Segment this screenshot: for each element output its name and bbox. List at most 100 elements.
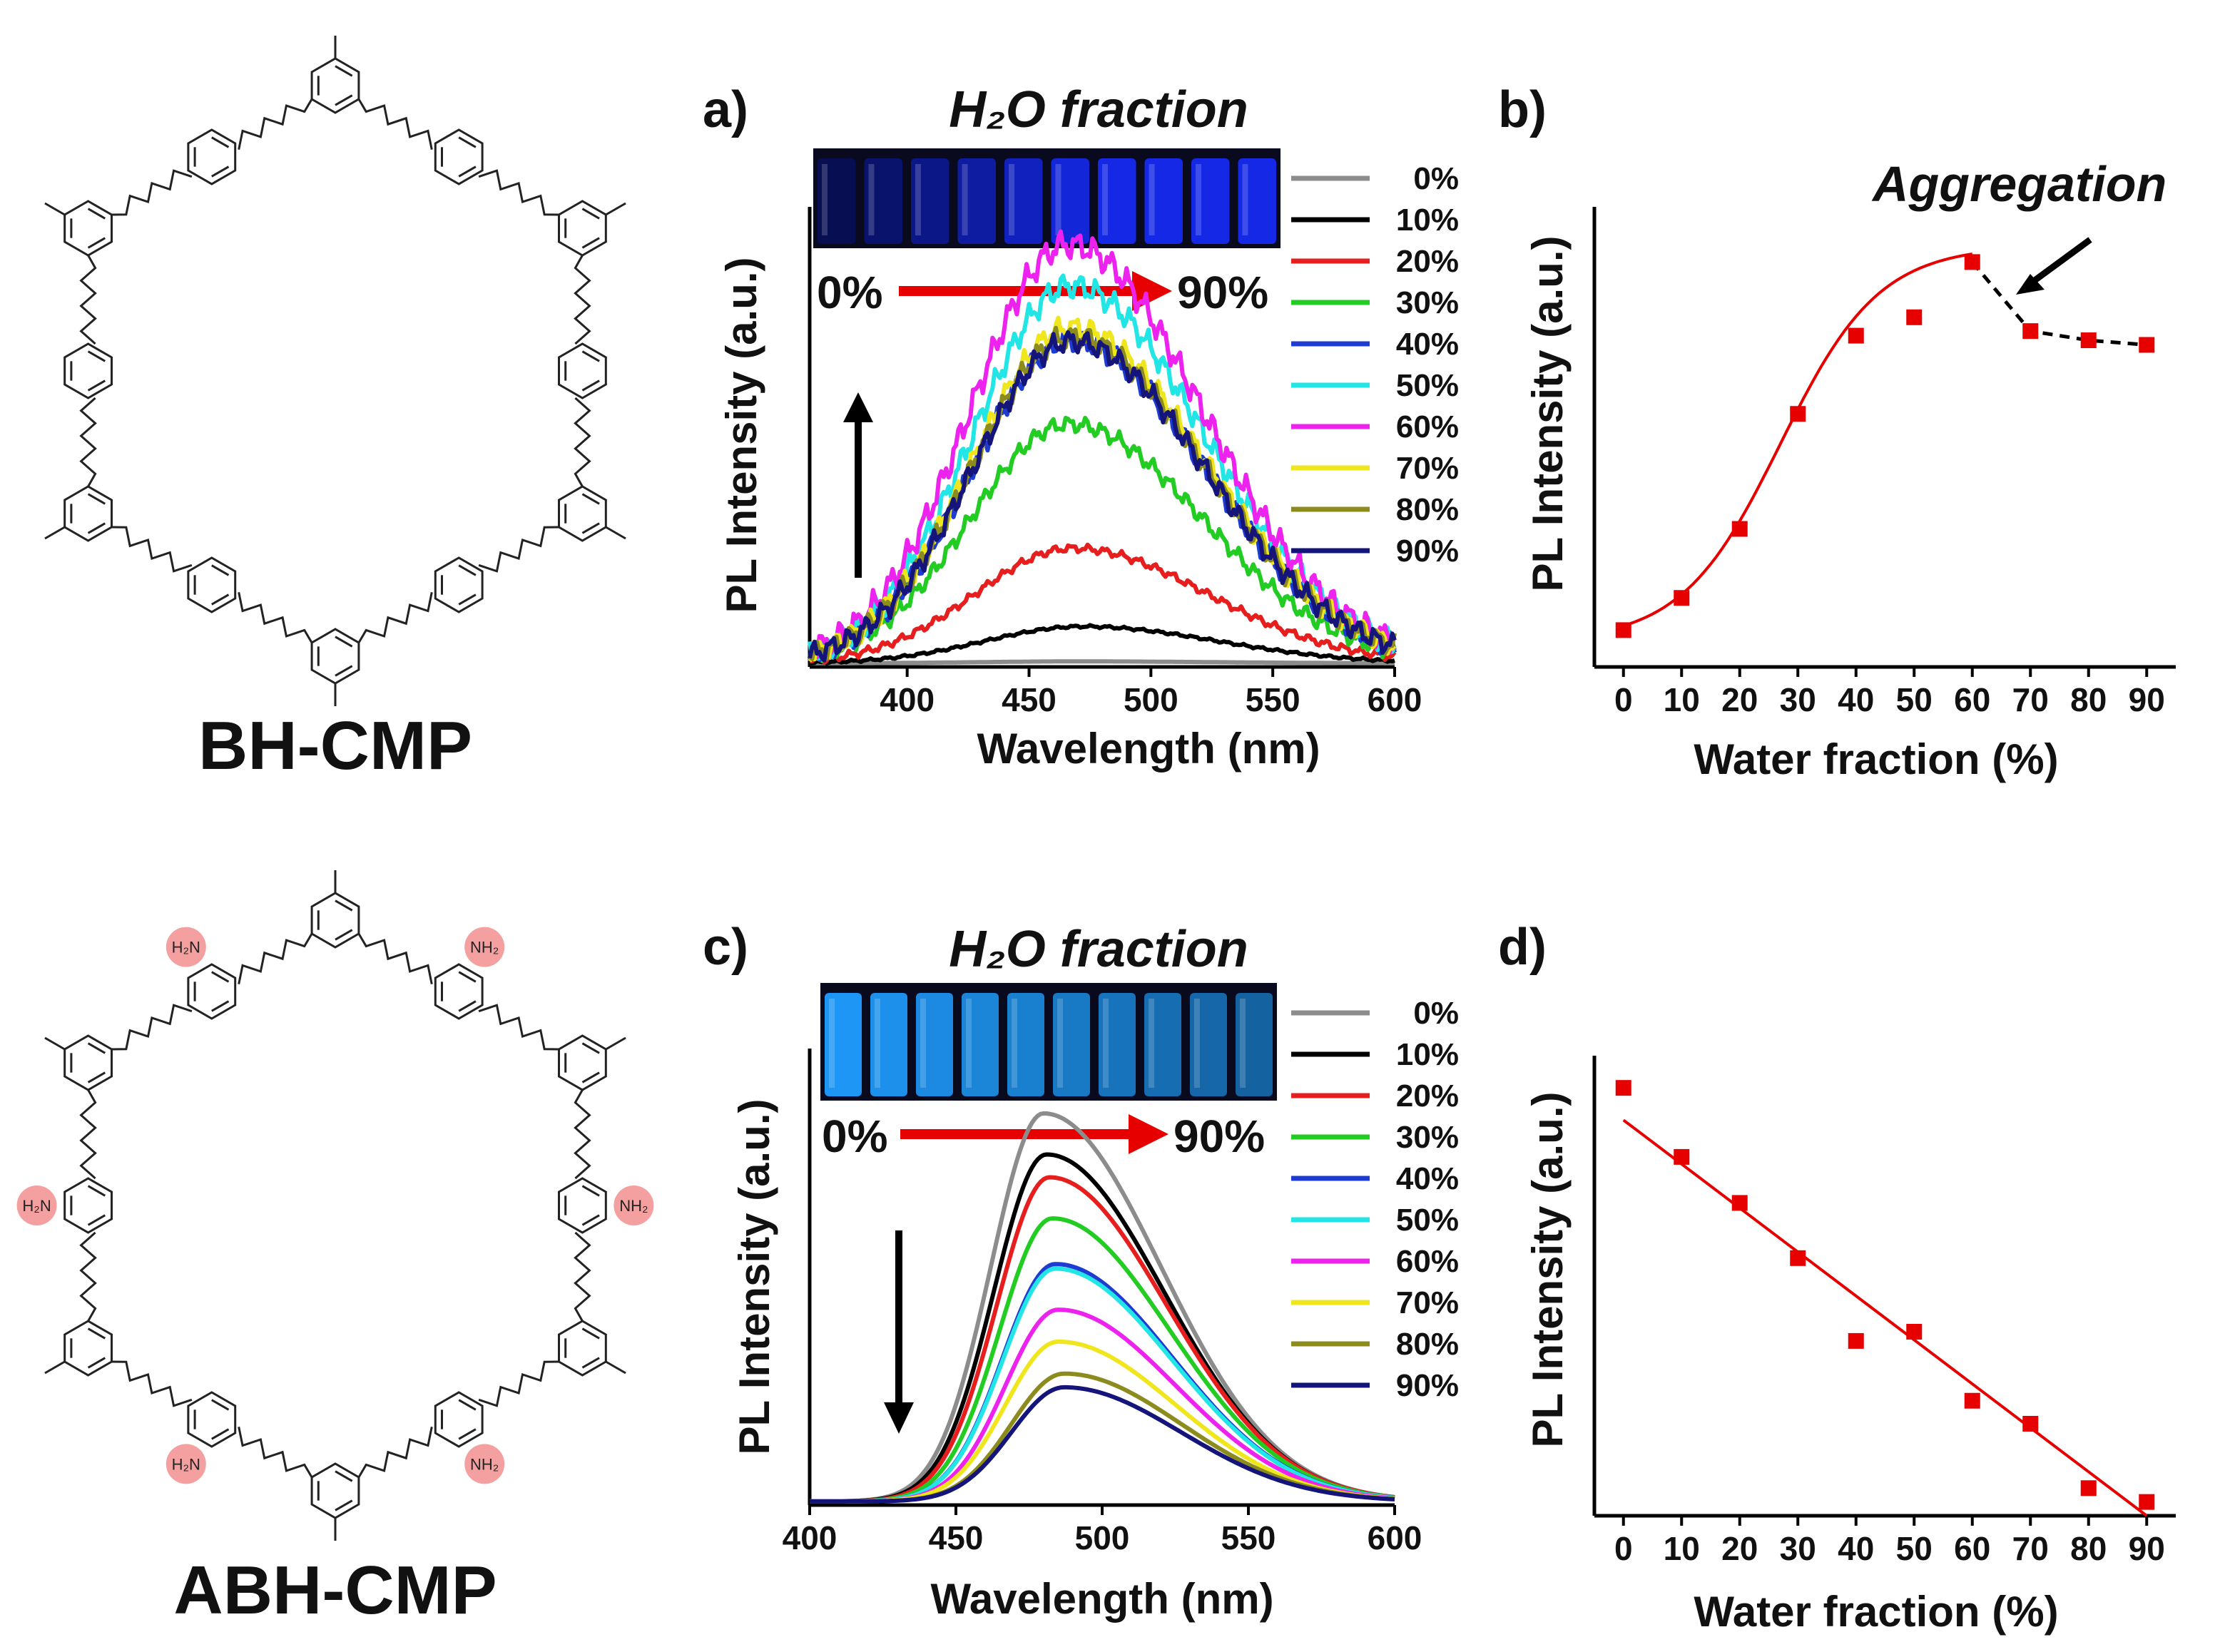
terephthaloyl-ring-double-bond	[458, 165, 477, 178]
vial-highlight	[868, 164, 875, 235]
legend-label: 90%	[1396, 1368, 1459, 1403]
terephthaloyl-ring-double-bond	[458, 1399, 477, 1411]
data-point	[1731, 1195, 1748, 1211]
terephthaloyl-ring-double-bond	[211, 1428, 230, 1440]
benzene-core-ring-double-bond	[87, 1042, 106, 1054]
benzene-core-ring-double-bond	[581, 522, 600, 534]
legend-label: 50%	[1396, 1203, 1459, 1238]
benzene-core-ring-double-bond	[335, 1470, 353, 1482]
data-point	[1790, 1250, 1806, 1266]
benzene-core-ring	[63, 1320, 113, 1377]
panel-a-x-tick-label: 550	[1246, 681, 1300, 718]
vial	[957, 158, 996, 244]
vial	[1004, 158, 1043, 244]
legend-label: 20%	[1396, 1079, 1459, 1113]
panel-c-legend: 0% 10% 20% 30% 40% 50% 60% 70% 80% 90%	[1291, 996, 1459, 1403]
spectrum-0pct	[810, 659, 1395, 666]
terephthaloyl-ring-double-bond	[581, 379, 600, 392]
terephthaloyl-ring	[187, 1391, 237, 1448]
terephthaloyl-ring	[558, 342, 607, 399]
panel-d-x-tick-label: 30	[1780, 1530, 1816, 1567]
panel-d-letter: d)	[1498, 919, 1547, 976]
amine-label: H₂N	[172, 939, 200, 957]
panel-a-photo-end: 90%	[1177, 267, 1268, 318]
amine-highlight	[613, 1186, 654, 1225]
vial	[1236, 993, 1273, 1096]
panel-a-letter: a)	[703, 81, 748, 138]
amine-highlight	[464, 927, 505, 967]
hydrazone-linker	[574, 255, 591, 345]
vial	[916, 993, 953, 1096]
terephthaloyl-ring	[434, 963, 484, 1020]
polymer-continuation-bond	[605, 1036, 626, 1051]
legend-label: 80%	[1396, 492, 1459, 527]
legend-label: 90%	[1396, 534, 1459, 568]
vial-highlight	[1240, 999, 1246, 1088]
panel-b-x-tick-label: 0	[1614, 681, 1633, 718]
legend-label: 60%	[1396, 1244, 1459, 1279]
hydrazone-linker	[478, 526, 559, 573]
legend-label: 10%	[1396, 1037, 1459, 1072]
terephthaloyl-ring-double-bond	[581, 1214, 600, 1226]
vial-highlight	[1196, 164, 1201, 235]
terephthaloyl-ring	[558, 1177, 607, 1234]
terephthaloyl-ring-double-bond	[211, 564, 230, 576]
vial	[911, 158, 949, 244]
panel-b-axes: 0 10 20 30 40 50 60 70 80 90	[1592, 207, 2176, 718]
panel-a-vial-photo	[813, 148, 1280, 248]
vial	[864, 158, 902, 244]
benzene-core-ring-double-bond	[581, 1042, 600, 1054]
benzene-core-ring-double-bond	[581, 1357, 600, 1369]
vial-highlight	[1102, 164, 1108, 235]
hydrazone-linker	[574, 397, 591, 487]
panel-c-photo-start: 0%	[822, 1111, 888, 1162]
terephthaloyl-ring-double-bond	[87, 379, 106, 392]
terephthaloyl-ring	[63, 1177, 113, 1234]
legend-label: 0%	[1413, 161, 1459, 196]
hydrazone-linker	[79, 1089, 97, 1180]
amine-highlight	[16, 1186, 57, 1225]
benzene-core-ring-double-bond	[87, 1327, 106, 1340]
vial	[1144, 158, 1183, 244]
legend-label: 30%	[1396, 1120, 1459, 1155]
panel-b-x-tick-label: 20	[1721, 681, 1758, 718]
panel-a-curves	[808, 229, 1397, 666]
terephthaloyl-ring-double-bond	[581, 350, 600, 362]
terephthaloyl-ring-double-bond	[211, 971, 230, 983]
vial-highlight	[1057, 999, 1063, 1088]
amine-highlight	[464, 1444, 505, 1484]
vial	[825, 993, 862, 1096]
panel-c-x-tick-label: 450	[929, 1519, 984, 1556]
panel-a-x-tick-label: 400	[880, 681, 935, 718]
vial-highlight	[1242, 164, 1248, 235]
panel-b-x-tick-label: 30	[1780, 681, 1816, 718]
terephthaloyl-ring-double-bond	[458, 564, 477, 576]
terephthaloyl-ring-double-bond	[458, 593, 477, 606]
panel-d-axes: 0 10 20 30 40 50 60 70 80 90	[1592, 1056, 2176, 1567]
vial	[1099, 993, 1136, 1096]
terephthaloyl-ring	[434, 128, 484, 185]
panel-d-x-tick-label: 0	[1614, 1530, 1633, 1567]
panel-a-axes: 400 450 500 550 600	[808, 207, 1422, 718]
hydrazone-linker	[238, 1427, 313, 1478]
benzene-core-ring-double-bond	[87, 1071, 106, 1084]
vial-highlight	[962, 164, 968, 235]
terephthaloyl-ring	[187, 963, 237, 1020]
terephthaloyl-ring-double-bond	[458, 1428, 477, 1440]
data-point	[1615, 622, 1631, 638]
benzene-core-ring	[63, 485, 113, 542]
data-point	[1964, 254, 1980, 270]
polymer-continuation-bond	[44, 202, 66, 216]
data-point	[1674, 590, 1690, 606]
legend-label: 0%	[1413, 996, 1459, 1031]
hydrazone-linker	[111, 169, 193, 216]
data-point	[1906, 1324, 1923, 1340]
terephthaloyl-ring-double-bond	[581, 1185, 600, 1197]
hydrazone-linker	[111, 526, 193, 573]
panel-d-x-tick-label: 70	[2012, 1530, 2049, 1567]
benzene-core-ring-double-bond	[335, 929, 353, 941]
vial	[1144, 993, 1181, 1096]
panel-c-curves	[809, 1111, 1395, 1504]
amine-highlight	[166, 1444, 206, 1484]
panel-c-vial-photo	[820, 983, 1277, 1101]
